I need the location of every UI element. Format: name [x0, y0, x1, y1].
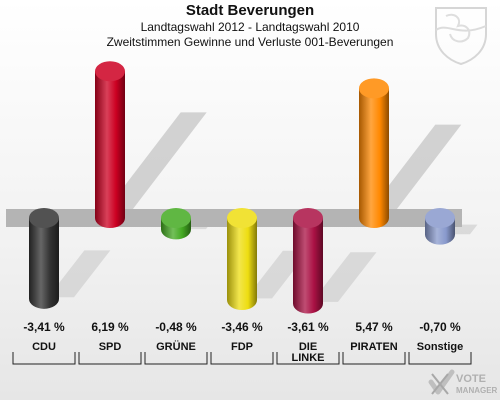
bar-cap [227, 208, 257, 228]
coat-of-arms-icon [435, 7, 487, 66]
category-label: Sonstige [417, 341, 463, 353]
category-label: PIRATEN [350, 341, 398, 353]
category-bracket [144, 352, 208, 365]
chart-titles: Stadt Beverungen Landtagswahl 2012 - Lan… [0, 2, 500, 50]
bar-die-linke [293, 218, 323, 314]
category-label: LINKE [292, 352, 325, 364]
bar-spd [95, 71, 125, 228]
category-bracket [408, 352, 472, 365]
bar-cap [95, 61, 125, 82]
bar-cap [29, 208, 59, 228]
category-bracket [342, 352, 406, 365]
chart-subtitle-2: Zweitstimmen Gewinne und Verluste 001-Be… [106, 35, 394, 49]
value-label: -3,61 % [287, 320, 329, 334]
chart-title: Stadt Beverungen [185, 2, 315, 19]
bar-cap [425, 208, 455, 228]
checkmark-icon [428, 369, 455, 395]
bar-fdp [227, 218, 257, 311]
category-label: GRÜNE [156, 340, 196, 353]
category-bracket [210, 352, 274, 365]
logo-line2: MANAGER [456, 386, 498, 395]
bar-shadow [312, 252, 377, 302]
category-bracket [276, 352, 340, 365]
bar-cap [161, 208, 191, 228]
category-bracket [78, 352, 142, 365]
category-label: CDU [32, 341, 56, 353]
category-label: FDP [231, 341, 253, 353]
value-label: -3,46 % [221, 320, 263, 334]
value-label: -0,48 % [155, 320, 197, 334]
chart-subtitle: Landtagswahl 2012 - Landtagswahl 2010 [140, 20, 360, 34]
value-label: 5,47 % [355, 320, 393, 334]
value-label: -3,41 % [23, 320, 65, 334]
category-bracket [12, 352, 76, 365]
bar-shadow [100, 112, 207, 218]
category-label: DIE [299, 341, 317, 353]
category-label: SPD [99, 341, 122, 353]
bar-cdu [29, 218, 59, 309]
vote-manager-logo: VOTE MANAGER [428, 369, 498, 395]
bar-piraten [359, 88, 389, 229]
logo-line1: VOTE [456, 373, 486, 385]
value-label: 6,19 % [91, 320, 129, 334]
value-label: -0,70 % [419, 320, 461, 334]
bar-shadow [48, 250, 111, 298]
bar-cap [293, 208, 323, 228]
bar-cap [359, 78, 389, 99]
